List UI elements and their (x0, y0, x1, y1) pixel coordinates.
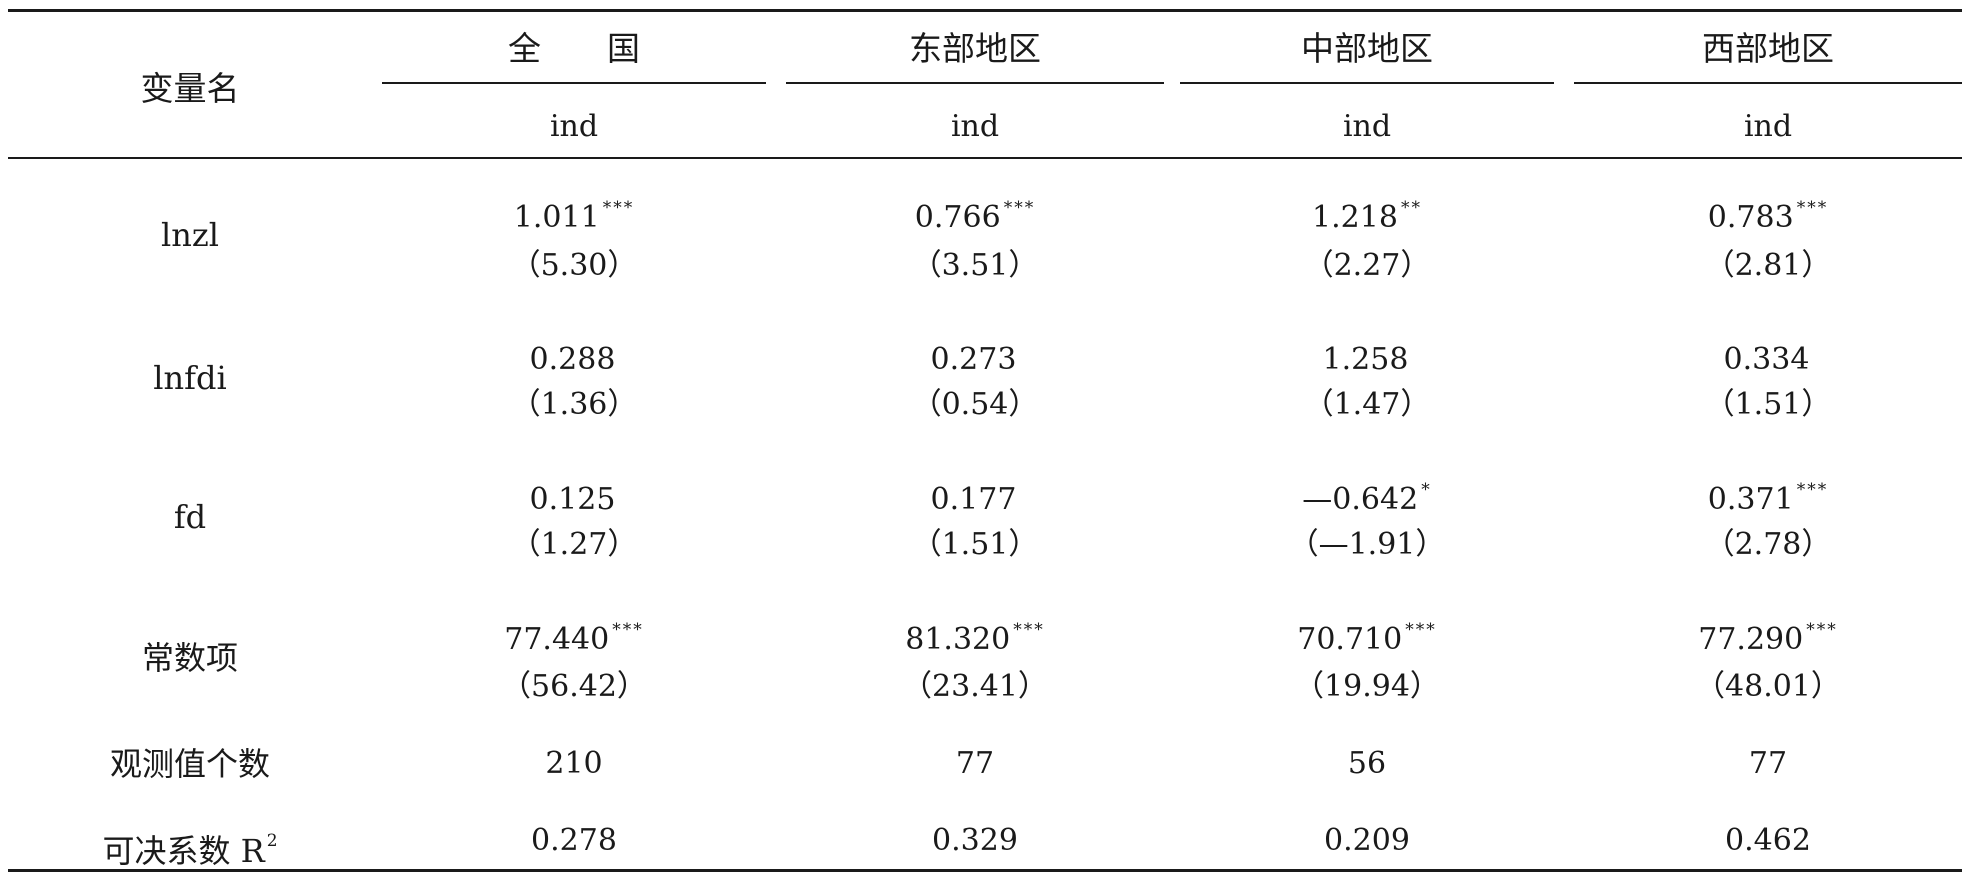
obs-west: 77 (1748, 746, 1788, 781)
coef-fd-national: 0.125 (529, 482, 616, 517)
coef-constant-national: 77.440 *** (504, 620, 644, 657)
tstat-constant-west: （48.01） (1695, 669, 1841, 704)
tstat-fd-west: （2.78） (1704, 527, 1832, 562)
tstat-lnzl-west: （2.81） (1704, 248, 1832, 283)
row-label-constant: 常数项 (141, 639, 238, 677)
r2-east: 0.329 (932, 823, 1018, 858)
dep-var-west: ind (1743, 109, 1793, 144)
row-label-lnzl: lnzl (161, 216, 219, 254)
header-col-west: 西部地区 (1702, 29, 1834, 68)
obs-east: 77 (955, 746, 995, 781)
sig-stars: *** (612, 620, 644, 640)
coef-fd-west: 0.371 *** (1707, 480, 1829, 517)
tstat-lnzl-national: （5.30） (510, 248, 638, 283)
row-label-observations: 观测值个数 (109, 745, 270, 783)
sig-stars: *** (1405, 620, 1437, 640)
sig-stars: *** (602, 198, 635, 218)
tstat-lnfdi-central: （1.47） (1303, 387, 1431, 422)
group-rule-1 (382, 82, 766, 84)
coef-constant-central: 70.710 *** (1297, 620, 1437, 657)
bottom-rule (8, 869, 1962, 872)
coef-fd-east: 0.177 (930, 482, 1017, 517)
header-var-label: 变量名 (140, 69, 240, 108)
tstat-lnzl-east: （3.51） (911, 248, 1039, 283)
coef-lnzl-national: 1.011 *** (513, 198, 635, 235)
group-rule-2 (786, 82, 1164, 84)
coef-lnzl-central: 1.218 ** (1312, 198, 1422, 235)
coef-lnfdi-east: 0.273 (930, 342, 1017, 377)
obs-national: 210 (545, 746, 603, 781)
tstat-lnfdi-east: （0.54） (911, 387, 1039, 422)
tstat-constant-central: （19.94） (1294, 669, 1440, 704)
obs-central: 56 (1347, 746, 1387, 781)
dep-var-east: ind (950, 109, 1000, 144)
sig-stars: *** (1806, 620, 1838, 640)
r2-west: 0.462 (1725, 823, 1811, 858)
tstat-fd-central: （—1.91） (1288, 527, 1446, 562)
header-col-east: 东部地区 (909, 29, 1041, 68)
row-label-fd: fd (173, 498, 207, 536)
header-col-central: 中部地区 (1301, 29, 1433, 68)
dep-var-central: ind (1342, 109, 1392, 144)
sig-stars: *** (1013, 620, 1045, 640)
coef-lnfdi-national: 0.288 (529, 342, 616, 377)
coef-lnzl-east: 0.766 *** (914, 198, 1036, 235)
coef-constant-west: 77.290 *** (1698, 620, 1838, 657)
header-col-national: 全 国 (508, 29, 640, 68)
row-label-lnfdi: lnfdi (153, 359, 227, 397)
tstat-constant-east: （23.41） (902, 669, 1048, 704)
coef-constant-east: 81.320 *** (905, 620, 1045, 657)
header-rule (8, 157, 1962, 159)
sig-stars: * (1421, 480, 1432, 500)
coef-lnfdi-west: 0.334 (1723, 342, 1810, 377)
sig-stars: *** (1003, 198, 1036, 218)
sig-stars: ** (1400, 198, 1422, 218)
group-rule-4 (1574, 82, 1962, 84)
tstat-lnfdi-west: （1.51） (1704, 387, 1832, 422)
tstat-fd-east: （1.51） (911, 527, 1039, 562)
tstat-constant-national: （56.42） (501, 669, 647, 704)
coef-lnfdi-central: 1.258 (1322, 342, 1409, 377)
r2-superscript: 2 (266, 831, 278, 851)
tstat-lnfdi-national: （1.36） (510, 387, 638, 422)
coef-lnzl-west: 0.783 *** (1707, 198, 1829, 235)
r2-central: 0.209 (1324, 823, 1410, 858)
tstat-lnzl-central: （2.27） (1303, 248, 1431, 283)
sig-stars: *** (1796, 198, 1829, 218)
sig-stars: *** (1796, 480, 1829, 500)
r2-national: 0.278 (531, 823, 617, 858)
dep-var-national: ind (549, 109, 599, 144)
top-rule (8, 9, 1962, 12)
tstat-fd-national: （1.27） (510, 527, 638, 562)
group-rule-3 (1180, 82, 1554, 84)
coef-fd-central: —0.642 * (1302, 480, 1432, 517)
